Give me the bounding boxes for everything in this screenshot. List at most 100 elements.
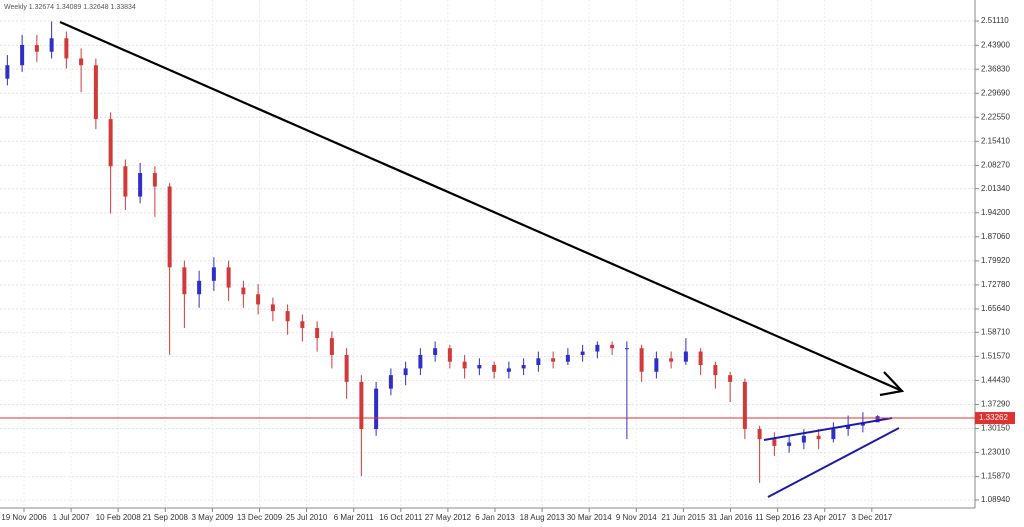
y-tick-label: 1.79920 [981,256,1010,265]
y-tick-label: 1.94200 [981,208,1010,217]
candle-body [787,442,792,446]
y-tick-label: 2.22550 [981,112,1010,121]
candle-body [536,358,541,366]
candle-body [698,351,703,366]
y-tick-label: 2.51110 [981,16,1009,25]
candle-body [447,348,452,362]
candle-body [256,294,261,305]
candle-body [285,311,290,322]
x-tick-label: 30 Mar 2014 [567,513,612,522]
candle-body [492,365,497,372]
x-tick-label: 31 Jan 2016 [708,513,753,522]
x-tick-label: 18 Aug 2013 [520,513,565,522]
candle-body [580,351,585,355]
y-tick-label: 1.30150 [981,424,1010,433]
candle-body [374,388,379,430]
x-tick-label: 6 Jan 2013 [475,513,515,522]
candle-body [211,267,216,281]
y-tick-label: 1.87060 [981,232,1010,241]
candle-body [831,429,836,440]
y-tick-label: 1.37290 [981,400,1010,409]
candle-body [433,348,438,355]
x-tick-label: 25 Jul 2010 [286,513,328,522]
candle-body [846,425,851,430]
x-tick-label: 6 Mar 2011 [334,513,374,522]
y-tick-label: 1.44430 [981,376,1010,385]
candle-body [403,368,408,376]
candle-body [477,365,482,369]
y-tick-label: 2.08270 [981,160,1010,169]
x-tick-label: 16 Oct 2011 [379,513,423,522]
candle-body [875,416,880,423]
axes: 2.51110 2.43900 2.36830 2.29690 2.22550 2.154… [0,16,1015,522]
x-tick-label: 21 Sep 2008 [143,513,189,522]
candle-body [108,119,113,167]
current-price-label: 1.33262 [979,413,1008,422]
candle-body [610,344,615,349]
y-tick-label: 1.08940 [981,495,1010,504]
candle-body [742,381,747,430]
candle-body [123,166,128,197]
candle-body [713,365,718,376]
y-tick-label: 1.51570 [981,351,1010,360]
y-tick-label: 2.36830 [981,64,1010,73]
candle-body [418,354,423,369]
candle-body [683,351,688,362]
candle-body [197,280,202,295]
candle-body [226,267,231,288]
candle-body [34,45,39,52]
grid [0,0,975,508]
candle-body [344,354,349,382]
x-tick-label: 10 Feb 2008 [96,513,141,522]
x-tick-label: 27 May 2012 [425,513,472,522]
candle-body [388,375,393,389]
candle-body [624,348,629,350]
candle-body [728,375,733,382]
y-tick-label: 1.58710 [981,327,1010,336]
candle-body [5,65,10,79]
candle-body [138,173,143,197]
current-price-box [975,412,1015,425]
candles [5,21,880,483]
x-tick-label: 3 Dec 2017 [851,513,892,522]
x-tick-label: 19 Nov 2006 [1,513,47,522]
candle-body [816,435,821,440]
candle-body [241,287,246,295]
candle-body [521,365,526,369]
candle-body [64,38,69,59]
x-tick-label: 11 Sep 2016 [755,513,800,522]
x-tick-label: 3 May 2009 [191,513,233,522]
candle-body [654,358,659,372]
candle-body [49,38,54,52]
y-tick-label: 1.72780 [981,280,1010,289]
y-tick-label: 2.01340 [981,184,1010,193]
y-tick-label: 2.43900 [981,40,1010,49]
candle-body [551,358,556,362]
candle-body [359,381,364,430]
candle-body [315,327,320,339]
candle-body [270,304,275,312]
candle-body [329,338,334,355]
candle-body [167,186,172,268]
x-tick-label: 23 Apr 2017 [803,513,847,522]
candle-body [669,358,674,362]
y-tick-label: 2.29690 [981,88,1010,97]
x-tick-label: 13 Dec 2009 [237,513,283,522]
x-tick-label: 1 Jul 2007 [53,513,90,522]
y-tick-label: 1.15870 [981,472,1010,481]
trend-arrow [59,20,905,397]
candle-body [595,344,600,352]
candle-body [300,321,305,328]
candle-body [182,267,187,295]
candle-body [152,173,157,187]
candle-body [639,348,644,372]
candle-body [565,354,570,362]
wedge-lines [763,417,900,498]
candle-body [462,361,467,369]
candle-body [801,435,806,443]
candle-body [772,439,777,446]
candle-body [79,58,84,66]
candle-body [757,429,762,440]
